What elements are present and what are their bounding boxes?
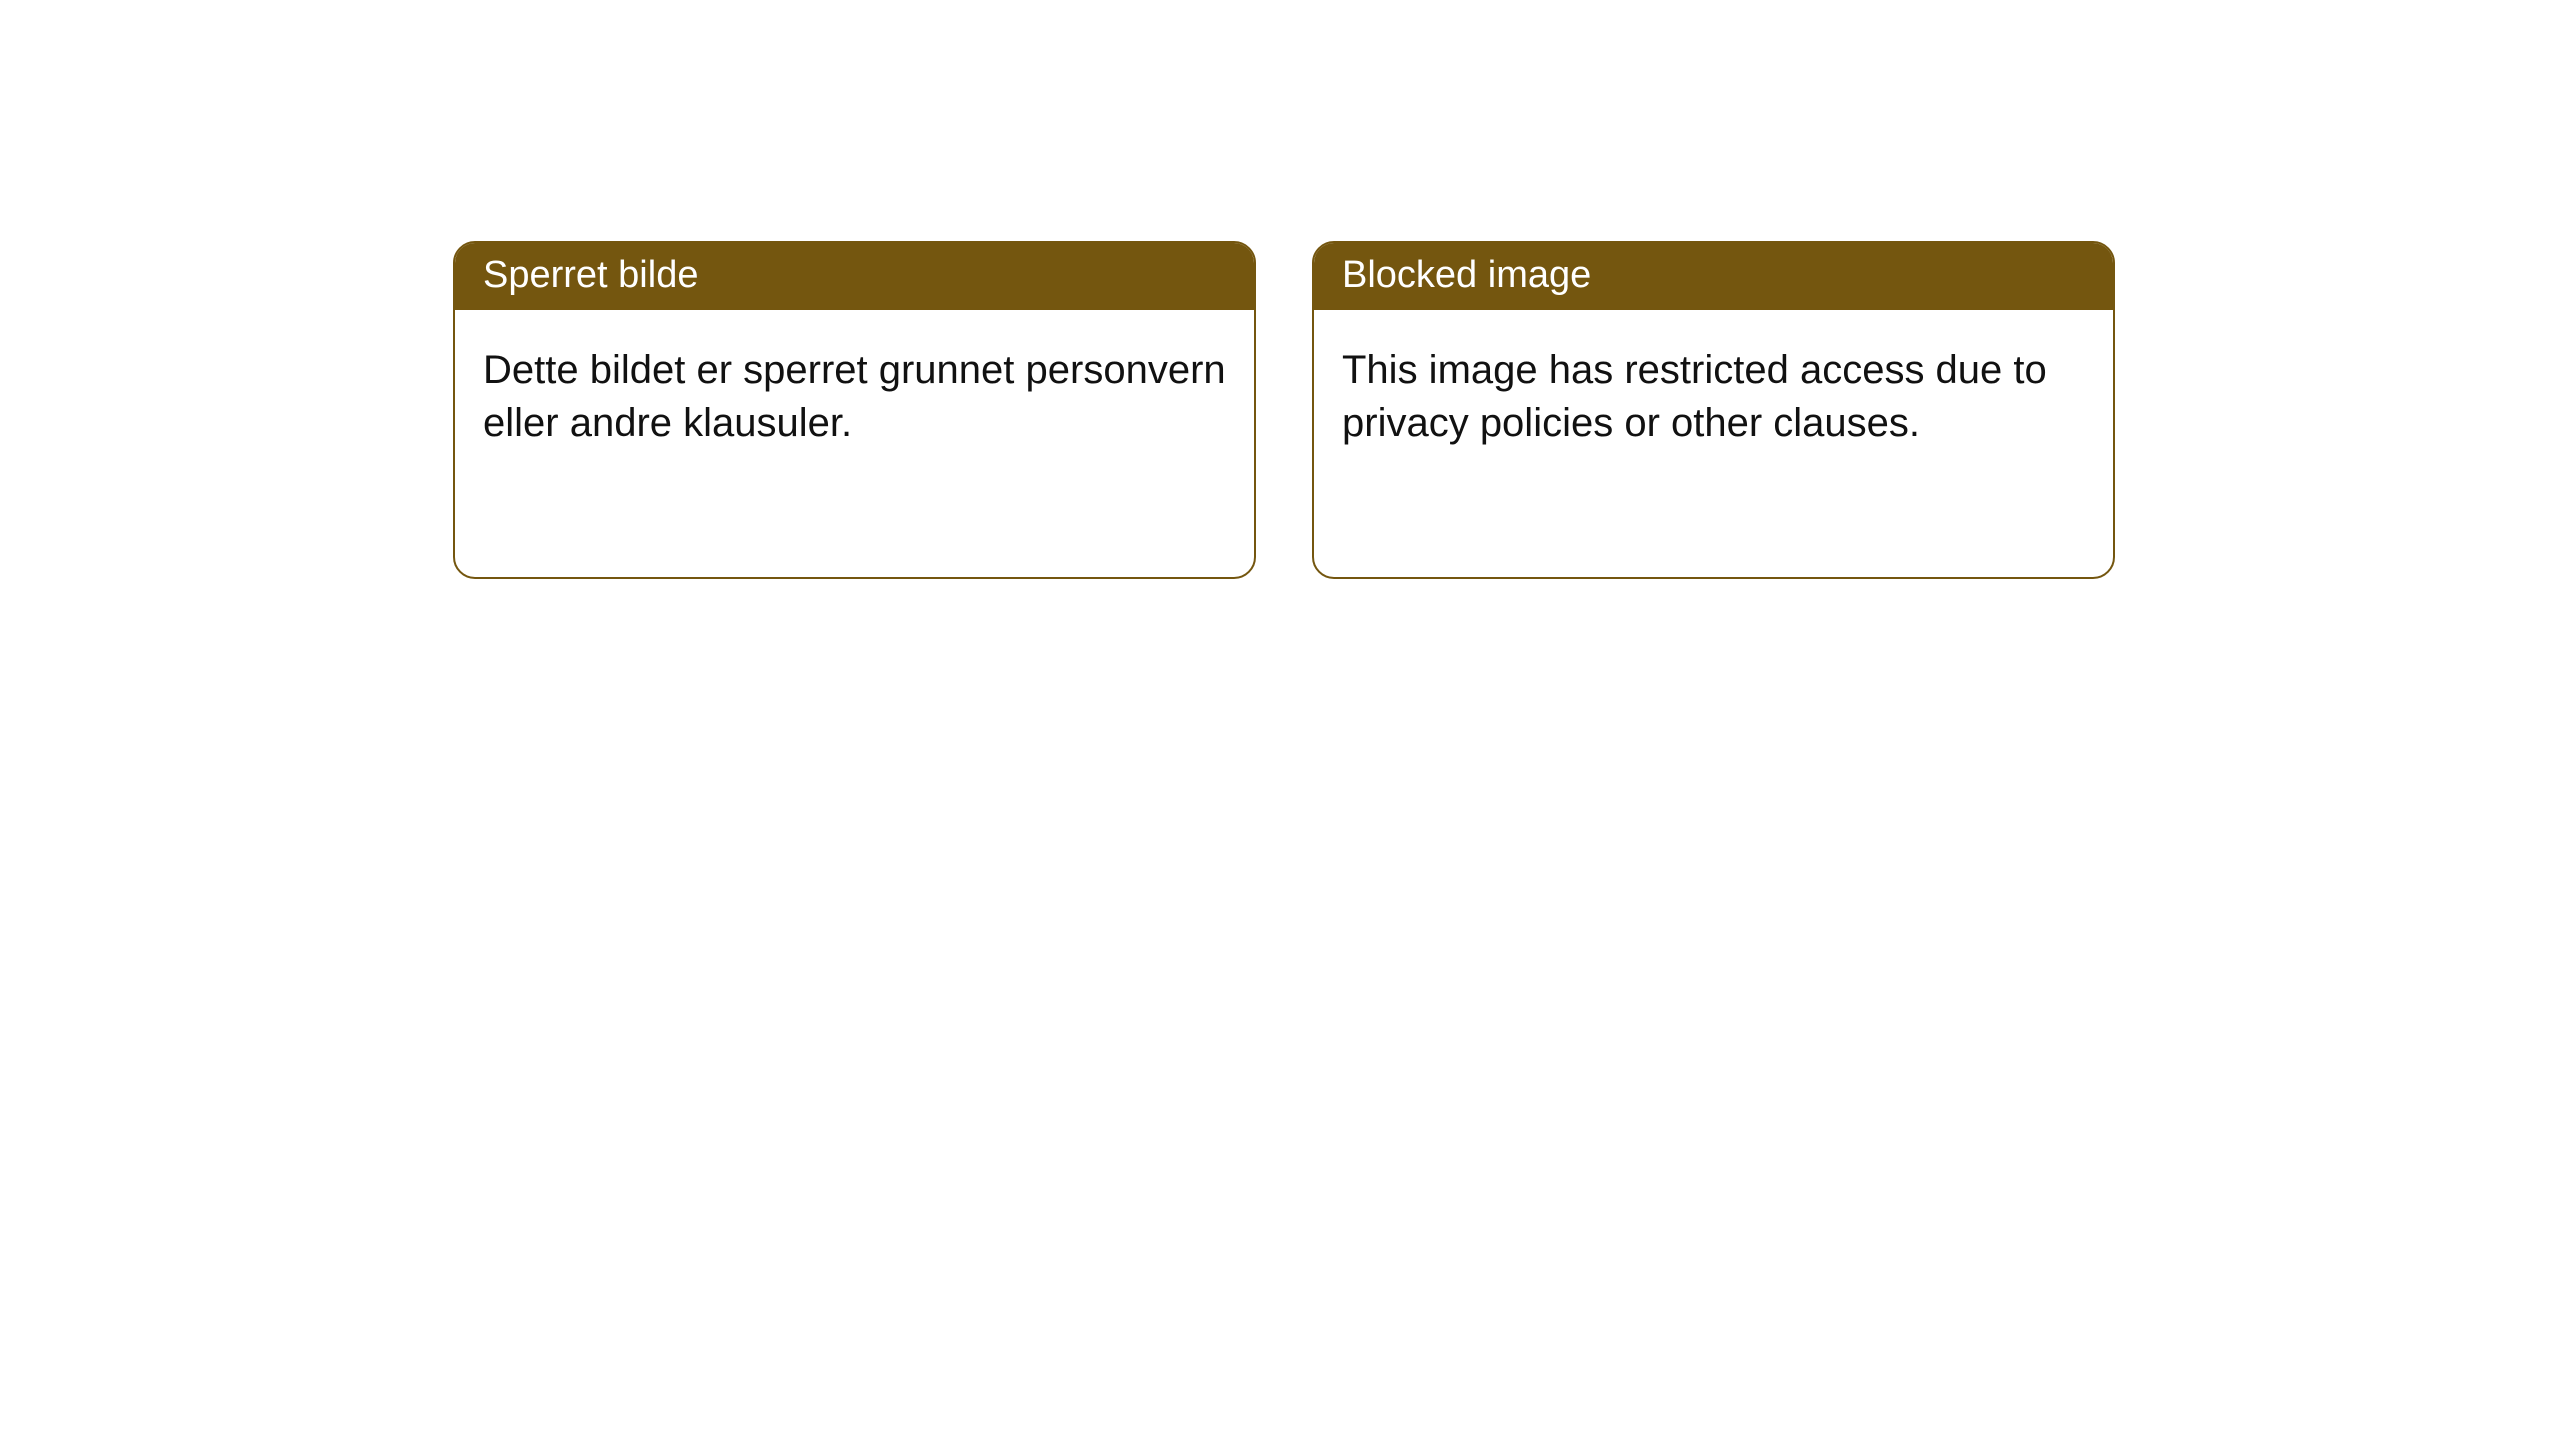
- notice-title: Sperret bilde: [455, 243, 1254, 310]
- notice-title: Blocked image: [1314, 243, 2113, 310]
- notice-container: Sperret bilde Dette bildet er sperret gr…: [0, 0, 2560, 579]
- notice-box-norwegian: Sperret bilde Dette bildet er sperret gr…: [453, 241, 1256, 579]
- notice-body: Dette bildet er sperret grunnet personve…: [455, 310, 1254, 478]
- notice-body: This image has restricted access due to …: [1314, 310, 2113, 478]
- notice-box-english: Blocked image This image has restricted …: [1312, 241, 2115, 579]
